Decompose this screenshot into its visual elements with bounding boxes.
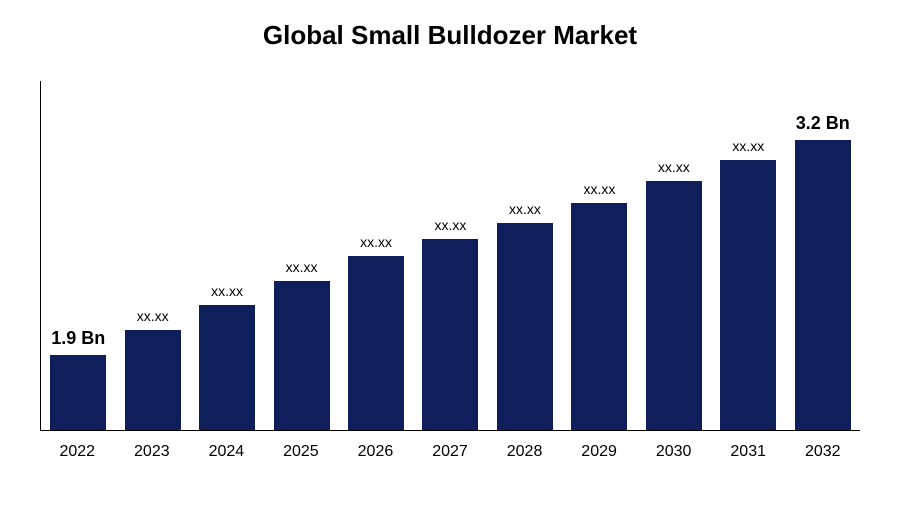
bar-label: xx.xx [211, 283, 243, 299]
chart-title: Global Small Bulldozer Market [40, 20, 860, 51]
bar-label: xx.xx [286, 259, 318, 275]
x-label: 2025 [264, 443, 339, 461]
bar-label: xx.xx [435, 217, 467, 233]
bar-label: xx.xx [732, 138, 764, 154]
bar-group: xx.xx [562, 203, 636, 430]
x-label: 2028 [487, 443, 562, 461]
bars-region: 1.9 Bn xx.xx xx.xx xx.xx xx.xx xx.xx [40, 81, 860, 431]
chart-container: Global Small Bulldozer Market 1.9 Bn xx.… [0, 0, 900, 525]
bar [497, 223, 553, 430]
x-label: 2022 [40, 443, 115, 461]
bar-group: xx.xx [339, 256, 413, 430]
x-label: 2024 [189, 443, 264, 461]
bar [720, 160, 776, 430]
bar-group: 3.2 Bn [786, 140, 860, 430]
bar-label: xx.xx [658, 159, 690, 175]
bar [274, 281, 330, 430]
bar-label: xx.xx [360, 234, 392, 250]
bar [348, 256, 404, 430]
bar-label: 1.9 Bn [51, 328, 105, 349]
bar-group: xx.xx [637, 181, 711, 430]
x-label: 2030 [636, 443, 711, 461]
bar-label: 3.2 Bn [796, 113, 850, 134]
bar [571, 203, 627, 430]
x-label: 2026 [338, 443, 413, 461]
bar-group: xx.xx [488, 223, 562, 430]
bar-label: xx.xx [509, 201, 541, 217]
bar [422, 239, 478, 430]
bar [50, 355, 106, 430]
x-label: 2029 [562, 443, 637, 461]
x-label: 2031 [711, 443, 786, 461]
bar [125, 330, 181, 430]
bar-label: xx.xx [137, 308, 169, 324]
bar-group: xx.xx [190, 305, 264, 430]
x-label: 2023 [115, 443, 190, 461]
bar-group: xx.xx [413, 239, 487, 430]
chart-area: 1.9 Bn xx.xx xx.xx xx.xx xx.xx xx.xx [40, 81, 860, 461]
bar [795, 140, 851, 430]
bar-group: xx.xx [264, 281, 338, 430]
bar-label: xx.xx [583, 181, 615, 197]
bar-group: xx.xx [711, 160, 785, 430]
bar [646, 181, 702, 430]
bar-group: 1.9 Bn [41, 355, 115, 430]
bar [199, 305, 255, 430]
bar-group: xx.xx [115, 330, 189, 430]
x-label: 2027 [413, 443, 488, 461]
x-label: 2032 [785, 443, 860, 461]
x-axis-labels: 2022 2023 2024 2025 2026 2027 2028 2029 … [40, 437, 860, 461]
